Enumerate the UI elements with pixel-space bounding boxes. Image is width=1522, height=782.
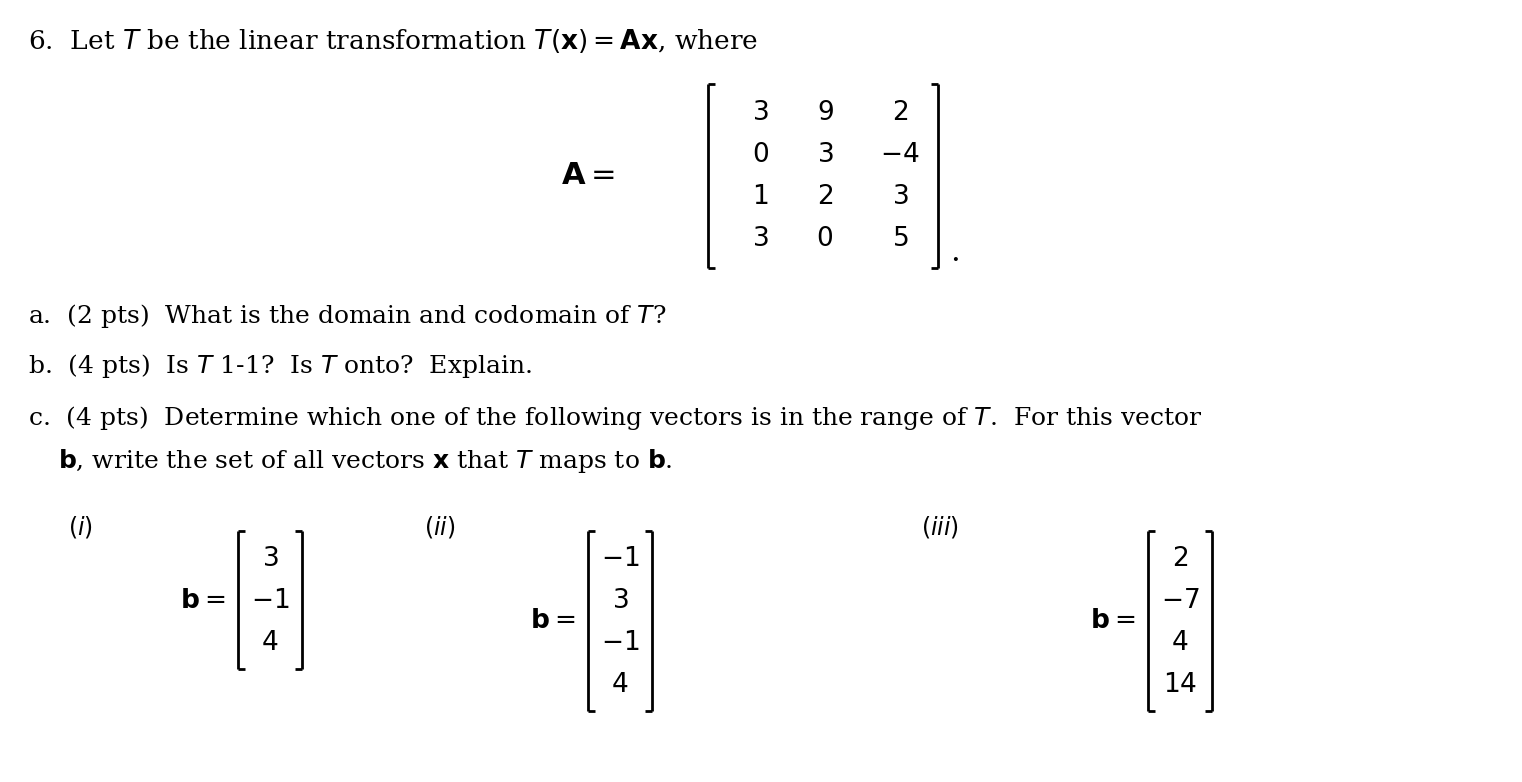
- Text: $-1$: $-1$: [251, 587, 289, 612]
- Text: $4$: $4$: [612, 672, 629, 697]
- Text: b.  (4 pts)  Is $T$ 1-1?  Is $T$ onto?  Explain.: b. (4 pts) Is $T$ 1-1? Is $T$ onto? Expl…: [27, 352, 531, 380]
- Text: $\mathbf{b} =$: $\mathbf{b} =$: [1090, 608, 1135, 633]
- Text: $0$: $0$: [816, 227, 834, 252]
- Text: $0$: $0$: [752, 142, 769, 167]
- Text: 6.  Let $T$ be the linear transformation $T(\mathbf{x}) = \mathbf{Ax}$, where: 6. Let $T$ be the linear transformation …: [27, 27, 758, 55]
- Text: c.  (4 pts)  Determine which one of the following vectors is in the range of $T$: c. (4 pts) Determine which one of the fo…: [27, 404, 1202, 432]
- Text: $(ii)$: $(ii)$: [425, 514, 455, 540]
- Text: $4$: $4$: [262, 630, 279, 655]
- Text: $\mathbf{b}$, write the set of all vectors $\mathbf{x}$ that $T$ maps to $\mathb: $\mathbf{b}$, write the set of all vecto…: [58, 447, 673, 475]
- Text: $-1$: $-1$: [601, 546, 639, 571]
- Text: $1$: $1$: [752, 185, 769, 210]
- Text: $-7$: $-7$: [1161, 587, 1199, 612]
- Text: .: .: [950, 237, 960, 268]
- Text: $(iii)$: $(iii)$: [921, 514, 959, 540]
- Text: $2$: $2$: [1172, 546, 1189, 571]
- Text: $\mathbf{b} =$: $\mathbf{b} =$: [180, 587, 225, 612]
- Text: $-1$: $-1$: [601, 630, 639, 655]
- Text: $-4$: $-4$: [880, 142, 919, 167]
- Text: $4$: $4$: [1172, 630, 1189, 655]
- Text: $\mathbf{A} =$: $\mathbf{A} =$: [562, 160, 615, 192]
- Text: a.  (2 pts)  What is the domain and codomain of $T$?: a. (2 pts) What is the domain and codoma…: [27, 302, 667, 330]
- Text: $3$: $3$: [817, 142, 834, 167]
- Text: $3$: $3$: [752, 227, 769, 252]
- Text: $3$: $3$: [262, 546, 279, 571]
- Text: $3$: $3$: [892, 185, 909, 210]
- Text: $9$: $9$: [817, 101, 834, 125]
- Text: $14$: $14$: [1163, 672, 1196, 697]
- Text: $(i)$: $(i)$: [68, 514, 93, 540]
- Text: $\mathbf{b} =$: $\mathbf{b} =$: [530, 608, 575, 633]
- Text: $5$: $5$: [892, 227, 909, 252]
- Text: $3$: $3$: [612, 587, 629, 612]
- Text: $2$: $2$: [892, 101, 909, 125]
- Text: $3$: $3$: [752, 101, 769, 125]
- Text: $2$: $2$: [817, 185, 833, 210]
